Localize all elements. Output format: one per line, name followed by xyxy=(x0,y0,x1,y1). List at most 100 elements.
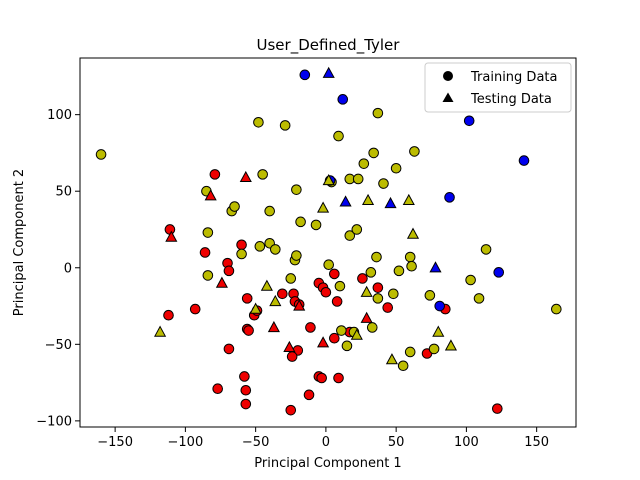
point-yellow-circle xyxy=(372,107,384,119)
x-tick-label: 150 xyxy=(524,435,549,450)
point-red-triangle xyxy=(267,320,280,333)
point-yellow-circle xyxy=(310,219,322,231)
point-red-triangle xyxy=(360,311,373,323)
point-yellow-triangle xyxy=(249,302,262,314)
point-blue-circle xyxy=(299,69,311,81)
point-blue-circle xyxy=(444,192,455,203)
y-tick-label: −50 xyxy=(45,338,72,353)
plot-frame xyxy=(79,57,577,428)
point-yellow-triangle xyxy=(317,201,330,213)
point-red-circle xyxy=(382,302,394,313)
point-yellow-triangle xyxy=(260,279,273,291)
point-yellow-circle xyxy=(397,360,409,372)
data-points xyxy=(95,66,562,416)
point-yellow-triangle xyxy=(154,325,167,337)
point-yellow-circle xyxy=(333,130,344,142)
point-yellow-triangle xyxy=(385,353,398,365)
x-tick-label: −150 xyxy=(97,435,133,450)
point-red-circle xyxy=(357,273,368,284)
point-red-triangle xyxy=(165,230,178,242)
point-yellow-triangle xyxy=(444,339,458,351)
legend-label-testing: Testing Data xyxy=(470,92,552,107)
point-yellow-circle xyxy=(336,325,347,336)
point-blue-circle xyxy=(463,115,475,127)
point-blue-triangle xyxy=(429,261,442,273)
x-tick-label: 100 xyxy=(454,435,479,450)
point-red-circle xyxy=(223,343,235,355)
x-tick-label: 50 xyxy=(388,435,405,450)
point-yellow-circle xyxy=(388,288,399,300)
point-blue-triangle xyxy=(384,196,397,209)
point-yellow-circle xyxy=(291,250,302,261)
point-blue-triangle xyxy=(322,66,335,78)
point-yellow-circle xyxy=(473,293,485,304)
x-tick-label: −100 xyxy=(168,435,204,450)
point-yellow-circle xyxy=(406,260,417,272)
point-yellow-circle xyxy=(404,346,416,358)
point-red-circle xyxy=(372,282,384,293)
point-yellow-triangle xyxy=(269,294,282,307)
y-tick-label: 50 xyxy=(55,185,72,200)
point-yellow-triangle xyxy=(406,227,420,239)
point-red-triangle xyxy=(204,189,217,201)
legend-circle-marker xyxy=(443,71,453,81)
point-red-triangle xyxy=(239,170,252,183)
point-yellow-circle xyxy=(279,120,291,131)
point-yellow-circle xyxy=(368,147,379,159)
legend: Training Data Testing Data xyxy=(424,62,572,113)
point-yellow-circle xyxy=(378,178,389,189)
y-tick-label: 100 xyxy=(47,108,72,123)
point-blue-triangle xyxy=(339,195,352,207)
point-red-circle xyxy=(286,351,298,362)
point-red-circle xyxy=(240,384,252,396)
point-red-circle xyxy=(164,224,176,235)
point-yellow-circle xyxy=(344,230,356,241)
legend-box xyxy=(424,62,572,113)
point-yellow-circle xyxy=(351,224,363,235)
point-yellow-circle xyxy=(390,162,402,174)
point-red-triangle xyxy=(293,299,306,311)
point-yellow-circle xyxy=(229,201,240,212)
point-red-circle xyxy=(329,332,340,344)
point-red-circle xyxy=(320,286,332,298)
point-yellow-circle xyxy=(365,267,377,278)
point-red-circle xyxy=(492,403,503,414)
point-red-circle xyxy=(223,265,235,277)
point-red-circle xyxy=(303,389,315,401)
y-axis: −100 −50 0 50 100 xyxy=(36,108,80,429)
point-yellow-circle xyxy=(404,251,416,263)
point-red-circle xyxy=(277,288,288,300)
point-red-circle xyxy=(285,404,297,416)
point-red-circle xyxy=(236,239,247,251)
x-tick-label: 0 xyxy=(322,435,330,450)
point-yellow-circle xyxy=(202,270,214,281)
point-yellow-circle xyxy=(334,280,346,292)
point-red-circle xyxy=(212,383,223,395)
point-yellow-circle xyxy=(428,343,440,355)
point-yellow-circle xyxy=(352,173,364,185)
point-yellow-circle xyxy=(95,149,107,160)
point-yellow-circle xyxy=(341,340,353,352)
point-yellow-circle xyxy=(371,251,382,263)
point-red-circle xyxy=(243,325,254,336)
point-yellow-circle xyxy=(264,205,275,217)
legend-label-training: Training Data xyxy=(470,70,557,85)
point-yellow-triangle xyxy=(402,193,415,206)
point-yellow-triangle xyxy=(360,285,373,297)
point-yellow-circle xyxy=(295,216,306,228)
point-yellow-triangle xyxy=(322,173,335,186)
point-yellow-circle xyxy=(254,241,266,252)
x-axis: −150 −100 −50 0 50 100 150 xyxy=(97,427,549,450)
point-yellow-circle xyxy=(291,184,302,195)
chart-title: User_Defined_Tyler xyxy=(257,36,401,55)
point-yellow-circle xyxy=(366,322,378,333)
point-yellow-circle xyxy=(358,158,370,169)
point-red-circle xyxy=(163,309,174,321)
point-red-circle xyxy=(333,372,344,384)
point-red-circle xyxy=(209,169,221,180)
point-yellow-circle xyxy=(202,227,214,238)
point-blue-circle xyxy=(434,300,446,312)
point-yellow-circle xyxy=(285,273,297,284)
y-tick-label: −100 xyxy=(36,414,72,429)
